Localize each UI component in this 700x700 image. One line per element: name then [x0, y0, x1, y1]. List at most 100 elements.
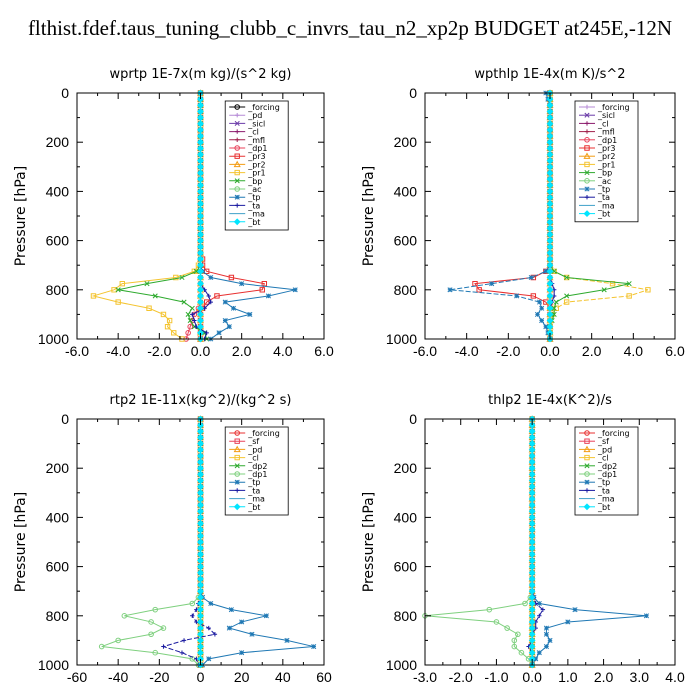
- data-point: [546, 187, 554, 195]
- data-point: [511, 637, 518, 644]
- data-point: [292, 287, 298, 293]
- data-point: [197, 495, 204, 503]
- legend-marker: [584, 112, 590, 118]
- data-point: [197, 501, 204, 509]
- x-tick-label: 40: [275, 669, 291, 685]
- x-tick-label: 0.0: [540, 343, 560, 359]
- legend-label: _bp: [597, 169, 612, 178]
- data-point: [530, 293, 537, 299]
- data-point: [547, 637, 553, 643]
- data-point: [197, 101, 204, 109]
- y-tick-label: 1000: [386, 657, 417, 673]
- legend-label: _dp2: [597, 462, 617, 471]
- data-point: [528, 544, 536, 552]
- x-tick-label: 4.0: [624, 343, 644, 359]
- legend-marker: [233, 218, 241, 226]
- data-point: [204, 330, 209, 336]
- legend-marker: [584, 471, 590, 477]
- legend-label: _cl: [597, 119, 609, 128]
- legend-label: _pr1: [597, 160, 615, 169]
- series-pr3: [472, 90, 553, 342]
- legend-label: _sf: [597, 437, 609, 446]
- data-point: [197, 440, 204, 448]
- series-line: [424, 419, 533, 666]
- data-point: [528, 618, 536, 626]
- y-tick-label: 600: [46, 559, 70, 575]
- data-point: [148, 619, 154, 625]
- data-point: [98, 643, 105, 650]
- series-line: [118, 93, 208, 340]
- data-point: [197, 446, 204, 454]
- data-point: [197, 126, 204, 134]
- legend-marker: [584, 170, 590, 176]
- series-bt: [546, 89, 554, 343]
- data-point: [197, 255, 204, 263]
- legend-label: _forcing: [597, 103, 630, 112]
- data-point: [197, 452, 204, 460]
- data-point: [206, 656, 212, 662]
- data-point: [197, 212, 204, 220]
- y-tick-label: 200: [46, 134, 70, 150]
- data-point: [222, 317, 228, 324]
- data-point: [546, 151, 554, 158]
- data-point: [173, 274, 179, 281]
- data-point: [193, 268, 199, 274]
- chart-panel-2: -6.0 -4.0 -2.0 0.0 2.0 4.0 6.0 0 200 400 600 800 100…: [361, 67, 685, 359]
- data-point: [152, 293, 158, 299]
- data-point: [546, 163, 554, 171]
- legend-label: _ma: [247, 495, 265, 504]
- data-point: [528, 593, 536, 601]
- legend-marker: [583, 503, 591, 511]
- y-tick-label: 800: [394, 608, 418, 624]
- legend-marker: [584, 454, 590, 461]
- legend-marker: [584, 121, 590, 126]
- data-point: [197, 298, 204, 306]
- data-point: [528, 464, 536, 472]
- data-point: [539, 317, 545, 324]
- legend-label: _ta: [597, 193, 610, 202]
- legend-label: _bt: [247, 218, 260, 227]
- legend-marker: [583, 210, 591, 218]
- data-point: [546, 206, 554, 214]
- y-tick-label: 600: [394, 559, 418, 575]
- series-bt: [528, 415, 536, 669]
- data-point: [152, 606, 159, 613]
- data-point: [187, 323, 194, 330]
- data-point: [546, 261, 554, 269]
- legend-marker: [584, 479, 590, 485]
- data-point: [197, 169, 204, 177]
- legend-label: _sicl: [247, 119, 265, 128]
- x-tick-label: 0: [197, 669, 205, 685]
- y-tick-label: 800: [46, 608, 70, 624]
- data-point: [546, 237, 554, 245]
- chart-panel-1: -6.0 -4.0 -2.0 0.0 2.0 4.0 6.0 0 200 400 600 800 100…: [13, 67, 334, 359]
- legend-marker: [235, 203, 240, 208]
- y-axis-label: Pressure [hPa]: [13, 166, 29, 266]
- chart-title: rtp2 1E-11x(kg^2)/(kg^2 s): [110, 393, 292, 408]
- data-point: [239, 650, 245, 656]
- data-point: [121, 613, 128, 619]
- data-point: [197, 427, 204, 435]
- legend-label: _ma: [247, 210, 265, 219]
- legend-marker: [234, 479, 240, 485]
- data-point: [179, 336, 185, 342]
- legend-label: _cl: [247, 128, 259, 137]
- legend-label: _pd: [597, 445, 612, 454]
- legend-marker: [233, 160, 241, 168]
- data-point: [528, 421, 536, 429]
- legend-label: _sf: [247, 437, 259, 446]
- legend-label: _cl: [247, 454, 259, 463]
- data-point: [564, 293, 570, 299]
- data-point: [185, 330, 191, 336]
- chart-panel-4: -3.0 -2.0 -1.0 0.0 1.0 2.0 3.0 4.0 0 200 400 600 800…: [361, 393, 685, 685]
- data-point: [311, 643, 317, 650]
- data-point: [197, 151, 204, 158]
- data-point: [546, 310, 554, 318]
- data-point: [537, 613, 542, 618]
- x-tick-label: 4.0: [665, 669, 685, 685]
- data-point: [546, 218, 554, 226]
- data-point: [197, 249, 204, 257]
- legend-marker: [584, 186, 590, 192]
